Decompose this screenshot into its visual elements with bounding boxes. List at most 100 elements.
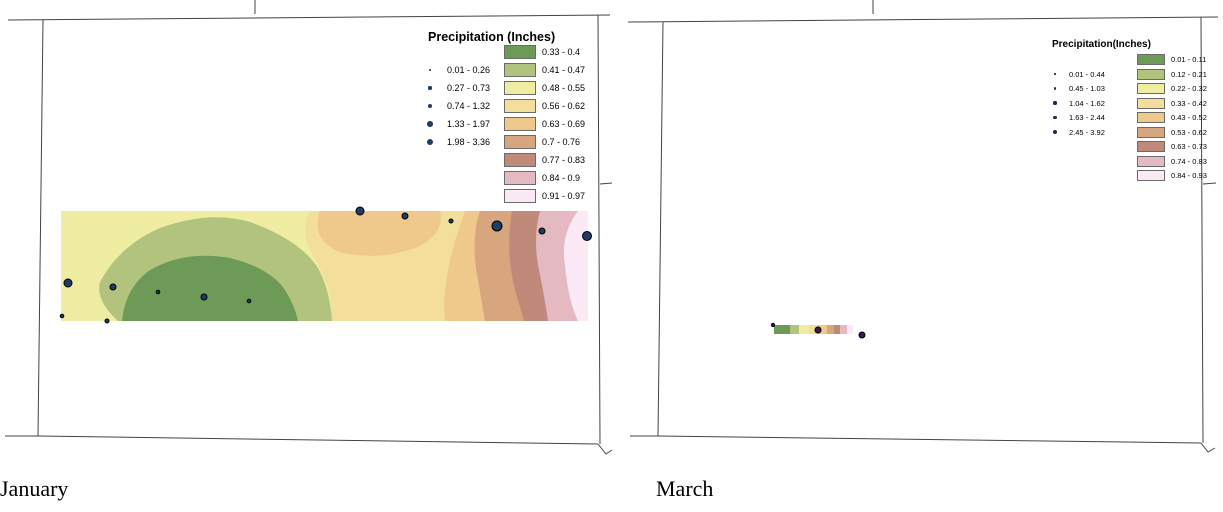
station-point xyxy=(355,206,365,216)
legend-swatch xyxy=(504,189,536,203)
legend-swatch xyxy=(504,81,536,95)
legend-class-label: 0.33 - 0.4 xyxy=(542,47,581,57)
legend-class-label: 0.74 - 0.83 xyxy=(1171,156,1207,166)
station-point xyxy=(63,278,73,288)
legend-symbol-label: 0.45 - 1.03 xyxy=(1069,84,1105,93)
legend-swatch xyxy=(504,45,536,59)
legend-symbol-label: 1.04 - 1.62 xyxy=(1069,98,1105,108)
map-frame-january xyxy=(5,0,613,455)
station-point xyxy=(109,283,117,291)
legend-symbol xyxy=(1053,87,1057,90)
legend-class-label: 0.63 - 0.69 xyxy=(542,119,586,129)
station-point xyxy=(401,212,409,220)
legend-symbol xyxy=(426,138,434,146)
station-point xyxy=(582,231,592,241)
boundary-line xyxy=(657,21,664,437)
legend-swatch xyxy=(1137,97,1165,109)
legend-symbol xyxy=(427,121,433,127)
station-point xyxy=(538,227,546,235)
legend-swatch xyxy=(504,117,536,131)
boundary-line xyxy=(1200,16,1204,444)
legend-symbol-label: 0.74 - 1.32 xyxy=(447,101,491,111)
legend-class-label: 0.84 - 0.9 xyxy=(542,173,581,183)
legend-swatch xyxy=(504,171,536,185)
station-point xyxy=(814,326,822,334)
legend-symbol xyxy=(428,86,432,90)
legend-class-label: 0.91 - 0.97 xyxy=(542,191,586,201)
surface-zone xyxy=(774,325,790,334)
legend-class-label: 0.7 - 0.76 xyxy=(542,137,581,147)
legend-class-label: 0.41 - 0.47 xyxy=(542,65,586,75)
caption-march: March xyxy=(656,476,714,501)
legend-swatch xyxy=(1137,141,1165,152)
legend-symbol-label: 1.63 - 2.44 xyxy=(1069,113,1105,122)
station-point xyxy=(104,318,110,324)
legend-symbol-label: 0.01 - 0.26 xyxy=(447,65,491,75)
surface-zone xyxy=(799,325,809,334)
legend-january: Precipitation (Inches) 0.33 - 0.4 0.41 - … xyxy=(0,0,615,240)
station-point xyxy=(246,298,252,304)
legend-symbol xyxy=(427,103,433,109)
legend-symbol-label: 2.45 - 3.92 xyxy=(1069,127,1105,137)
legend-class-label: 0.84 - 0.93 xyxy=(1171,171,1207,180)
station-point xyxy=(200,293,208,301)
legend-swatch xyxy=(1137,112,1165,123)
surface-zone xyxy=(809,325,817,334)
legend-symbol xyxy=(1054,73,1056,75)
station-point xyxy=(770,322,776,328)
legend-symbol-label: 1.33 - 1.97 xyxy=(447,119,491,129)
legend-swatch xyxy=(504,153,536,167)
legend-swatch xyxy=(1137,83,1165,94)
boundary-line xyxy=(37,19,44,437)
legend-march: Precipitation(Inches) 0.01 - 0.11 0.12 - … xyxy=(618,0,1223,200)
station-point xyxy=(448,218,454,224)
map-panel-january: Precipitation (Inches) 0.33 - 0.4 0.41 - … xyxy=(0,0,615,501)
legend-symbol xyxy=(429,69,431,71)
legend-class-label: 0.43 - 0.52 xyxy=(1171,113,1207,122)
legend-swatch xyxy=(504,135,536,149)
legend-symbol-label: 1.98 - 3.36 xyxy=(447,137,491,147)
legend-swatch xyxy=(1137,155,1165,167)
legend-swatch xyxy=(504,63,536,77)
legend-class-label: 0.53 - 0.62 xyxy=(1171,127,1207,137)
surface-zone xyxy=(817,325,827,334)
caption-january: January xyxy=(0,476,69,501)
legend-class-label: 0.01 - 0.11 xyxy=(1171,55,1207,64)
boundary-line xyxy=(597,14,601,445)
surface-zone xyxy=(790,325,799,334)
boundary-line xyxy=(599,182,613,185)
legend-symbol xyxy=(1052,129,1058,135)
legend-class-label: 0.77 - 0.83 xyxy=(542,155,586,165)
surface-zone xyxy=(834,325,840,334)
legend-swatch xyxy=(1137,68,1165,80)
boundary-line xyxy=(7,14,611,21)
legend-class-label: 0.56 - 0.62 xyxy=(542,101,586,111)
legend-class-label: 0.12 - 0.21 xyxy=(1171,69,1207,79)
legend-class-label: 0.63 - 0.73 xyxy=(1171,142,1207,151)
legend-class-label: 0.33 - 0.42 xyxy=(1171,98,1207,108)
legend-title: Precipitation (Inches) xyxy=(428,30,556,44)
boundary-line xyxy=(657,435,1202,444)
surface-zone xyxy=(847,325,853,334)
boundary-line xyxy=(1200,442,1216,453)
boundary-line xyxy=(37,435,599,445)
legend-swatch xyxy=(1137,126,1165,138)
station-points-march xyxy=(770,322,866,339)
map-frame-march xyxy=(627,0,1219,453)
legend-swatch xyxy=(1137,170,1165,181)
boundary-line xyxy=(627,16,1219,23)
legend-symbol-label: 0.01 - 0.44 xyxy=(1069,69,1105,79)
legend-class-label: 0.22 - 0.32 xyxy=(1171,84,1207,93)
legend-swatch xyxy=(504,99,536,113)
surface-zone xyxy=(827,325,834,334)
boundary-line xyxy=(1202,182,1217,185)
station-points-january xyxy=(59,206,592,324)
station-point xyxy=(491,220,503,232)
legend-class-label: 0.48 - 0.55 xyxy=(542,83,586,93)
station-point xyxy=(59,313,65,319)
boundary-line xyxy=(597,443,613,455)
map-panel-march: Precipitation(Inches) 0.01 - 0.11 0.12 - … xyxy=(618,0,1223,501)
station-point xyxy=(858,331,866,339)
legend-symbol xyxy=(1053,101,1057,105)
legend-title: Precipitation(Inches) xyxy=(1052,39,1151,50)
